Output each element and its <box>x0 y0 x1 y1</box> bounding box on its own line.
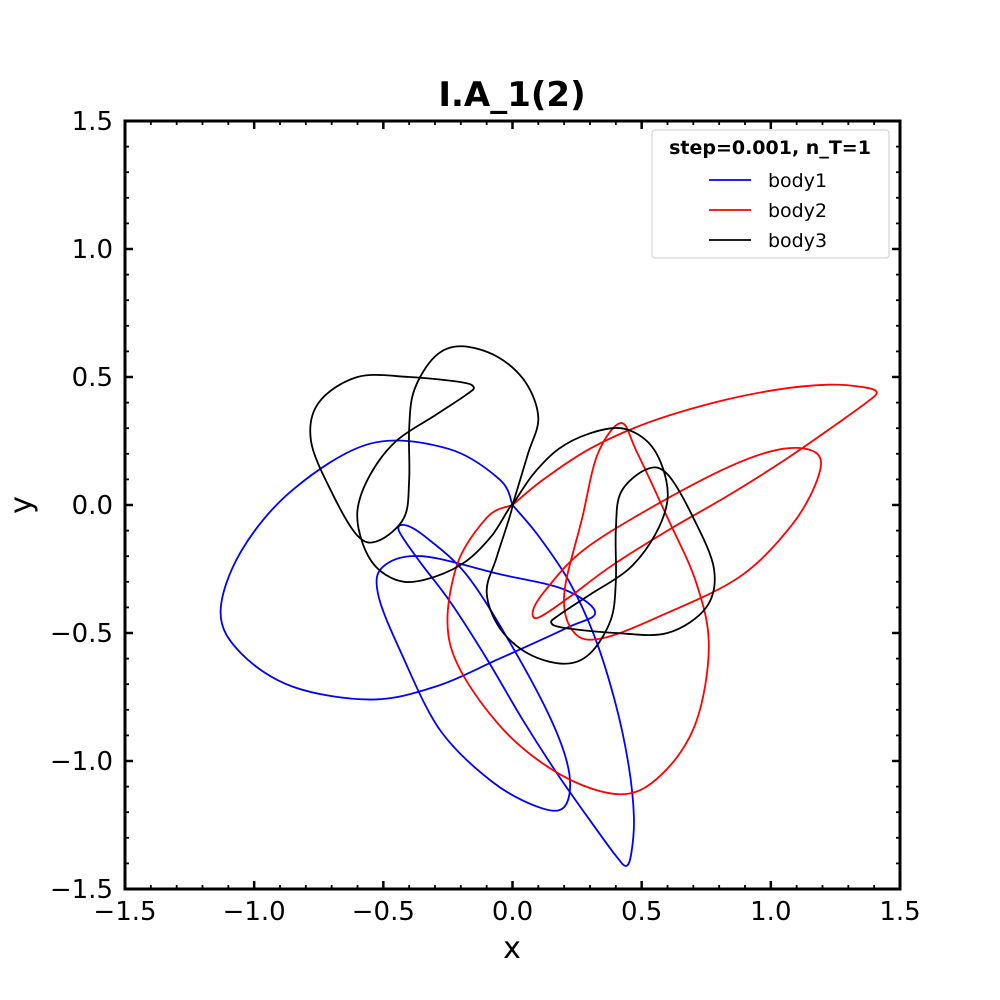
y-tick-label: −1.5 <box>50 875 113 905</box>
plot-frame <box>123 119 902 891</box>
x-tick-label: 0.0 <box>492 897 533 927</box>
legend-box <box>651 129 890 259</box>
x-tick-label: 1.5 <box>879 897 920 927</box>
legend-label-body2: body2 <box>768 200 827 222</box>
series-layer <box>219 345 878 867</box>
x-tick-label: 0.5 <box>621 897 662 927</box>
legend: step=0.001, n_T=1 body1 body2 body3 <box>651 129 890 259</box>
y-tick-label: 1.0 <box>72 235 113 265</box>
series-line-body1 <box>219 439 635 867</box>
series-line-body2 <box>446 383 878 796</box>
series-line-body3 <box>309 345 716 665</box>
legend-label-body3: body3 <box>768 230 827 252</box>
legend-title: step=0.001, n_T=1 <box>669 137 871 159</box>
legend-label-body1: body1 <box>768 170 827 192</box>
legend-entries: body1 body2 body3 <box>709 170 827 252</box>
y-tick-label: −0.5 <box>50 619 113 649</box>
x-tick-label: 1.0 <box>750 897 791 927</box>
y-tick-label: 0.0 <box>72 491 113 521</box>
x-tick-label: −1.5 <box>93 897 156 927</box>
y-tick-label: 0.5 <box>72 363 113 393</box>
y-tick-label: 1.5 <box>72 107 113 137</box>
chart-title: I.A_1(2) <box>438 75 585 115</box>
y-tick-label: −1.0 <box>50 747 113 777</box>
tick-labels-layer: −1.5 −1.0 −0.5 0.0 0.5 1.0 1.5 −1.5 −1.0 −0.5 0.0 0… <box>50 107 921 927</box>
x-tick-label: −0.5 <box>352 897 415 927</box>
y-axis-label: y <box>4 496 39 514</box>
x-axis-label: x <box>503 931 521 966</box>
x-tick-label: −1.0 <box>223 897 286 927</box>
